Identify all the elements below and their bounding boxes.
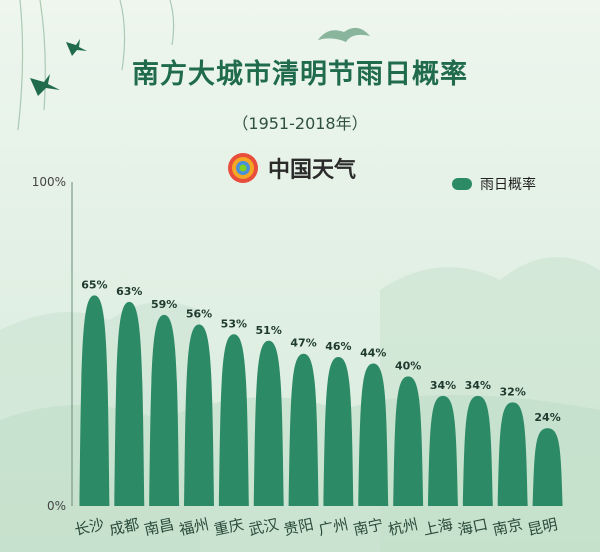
x-tick-label: 重庆	[212, 515, 245, 539]
data-label: 34%	[465, 379, 491, 392]
bar-南京	[497, 402, 528, 506]
y-tick-label: 100%	[32, 175, 66, 189]
x-tick-label: 成都	[108, 515, 141, 539]
swallow-icon	[30, 74, 60, 96]
data-label: 40%	[395, 359, 421, 372]
x-tick-label: 长沙	[73, 515, 106, 539]
x-tick-label: 南宁	[352, 515, 385, 539]
data-label: 56%	[186, 308, 212, 321]
bar-福州	[184, 324, 214, 506]
bar-武汉	[253, 340, 284, 506]
bar-上海	[428, 395, 458, 506]
x-tick-label: 昆明	[526, 515, 559, 539]
bar-海口	[462, 395, 493, 506]
data-label: 63%	[116, 285, 142, 298]
data-label: 65%	[81, 278, 107, 291]
bar-重庆	[218, 334, 249, 506]
x-tick-label: 福州	[177, 515, 210, 539]
y-tick-label: 0%	[47, 499, 66, 513]
x-tick-label: 杭州	[387, 515, 420, 539]
data-label: 34%	[430, 379, 456, 392]
data-label: 59%	[151, 298, 177, 311]
x-tick-label: 武汉	[247, 515, 280, 539]
x-tick-label: 广州	[317, 515, 350, 539]
data-label: 53%	[221, 317, 247, 330]
bar-成都	[114, 301, 145, 506]
swallow-icon	[66, 39, 87, 56]
data-label: 46%	[325, 340, 351, 353]
data-label: 32%	[500, 385, 526, 398]
data-label: 47%	[290, 337, 316, 350]
bar-南宁	[358, 363, 389, 506]
bar-杭州	[393, 376, 424, 506]
bar-广州	[323, 356, 354, 506]
brand-name: 中国天气	[268, 158, 357, 183]
bar-长沙	[79, 295, 110, 506]
x-tick-label: 南昌	[143, 515, 176, 539]
x-tick-label: 海口	[456, 515, 489, 539]
legend-label: 雨日概率	[480, 177, 536, 193]
chart-title: 南方大城市清明节雨日概率	[132, 59, 468, 90]
legend: 雨日概率	[452, 174, 536, 194]
legend-swatch	[452, 178, 472, 190]
x-tick-label: 南京	[491, 515, 524, 539]
bar-南昌	[149, 314, 180, 506]
bar-贵阳	[288, 353, 319, 506]
chart-subtitle: （1951-2018年）	[232, 114, 368, 133]
x-tick-label: 上海	[421, 515, 454, 539]
china-weather-logo-icon	[228, 153, 258, 183]
data-label: 51%	[256, 324, 282, 337]
x-tick-label: 贵阳	[282, 515, 315, 539]
brand-logo: 中国天气	[226, 150, 356, 186]
data-label: 24%	[534, 411, 560, 424]
bar-昆明	[532, 428, 563, 506]
data-label: 44%	[360, 346, 386, 359]
